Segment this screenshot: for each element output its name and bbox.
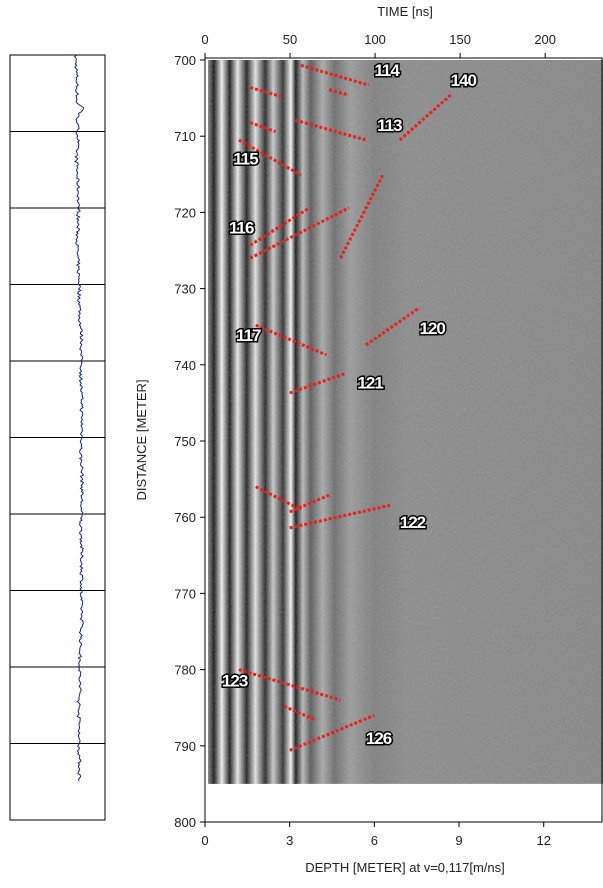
y-tick-label: 760 (174, 510, 196, 525)
y-tick-label: 790 (174, 739, 196, 754)
reflector-label: 121 (357, 373, 383, 392)
reflector-line (249, 206, 311, 247)
noise (208, 60, 603, 784)
reflector-label: 113 (377, 116, 402, 135)
x2-tick-label: 200 (534, 32, 556, 47)
reflector-label: 116 (229, 219, 254, 238)
reflector-line (398, 93, 452, 142)
y-tick-label: 740 (174, 358, 196, 373)
reflector-line (289, 503, 392, 530)
radargram-image (208, 60, 603, 784)
reflector-line (365, 306, 421, 347)
x-tick-label: 6 (371, 833, 378, 848)
reflector-line (289, 493, 330, 514)
x-axis-label: DEPTH [METER] at v=0,117[m/ns] (305, 860, 505, 875)
x-tick-label: 9 (455, 833, 462, 848)
plot-frame (204, 57, 603, 823)
y-tick-label: 710 (174, 129, 196, 144)
reflector-label: 140 (451, 71, 477, 90)
reflector-label: 115 (233, 149, 258, 168)
reflector-line (249, 121, 277, 134)
trace-grid (10, 131, 105, 744)
reflector-label: 122 (400, 513, 426, 532)
y-tick-label: 750 (174, 434, 196, 449)
y-axis-label: DISTANCE [METER] (134, 379, 149, 500)
x-tick-label: 3 (286, 833, 293, 848)
x2-tick-label: 100 (364, 32, 386, 47)
reflector-label: 117 (236, 326, 261, 345)
reflector-line (238, 138, 302, 177)
reflector-line (283, 704, 316, 722)
x-tick-label: 0 (201, 833, 208, 848)
reflector-line (339, 174, 385, 259)
reflector-line (238, 668, 341, 702)
y-tick-label: 720 (174, 205, 196, 220)
trace (73, 54, 85, 782)
reflector-label: 114 (374, 61, 400, 80)
x2-tick-label: 150 (449, 32, 471, 47)
reflector-line (255, 323, 327, 357)
reflector-line (249, 85, 282, 99)
reflector-label: 123 (222, 671, 248, 690)
reflector-line (300, 63, 370, 87)
y-tick-label: 780 (174, 663, 196, 678)
x2-tick-label: 50 (283, 32, 297, 47)
reflector-line (328, 88, 350, 97)
x-tick-label: 12 (536, 833, 550, 848)
y-tick-label: 700 (174, 53, 196, 68)
y-tick-label: 730 (174, 282, 196, 297)
y-tick-label: 800 (174, 815, 196, 830)
reflector-label: 120 (420, 319, 446, 338)
reflector-line (289, 713, 375, 752)
reflector-line (294, 118, 367, 142)
reflector-label: 126 (366, 729, 392, 748)
reflector-line (249, 206, 350, 260)
y-tick-label: 770 (174, 586, 196, 601)
x2-axis-label: TIME [ns] (377, 4, 433, 19)
x2-tick-label: 0 (201, 32, 208, 47)
reflector-line (255, 485, 302, 511)
